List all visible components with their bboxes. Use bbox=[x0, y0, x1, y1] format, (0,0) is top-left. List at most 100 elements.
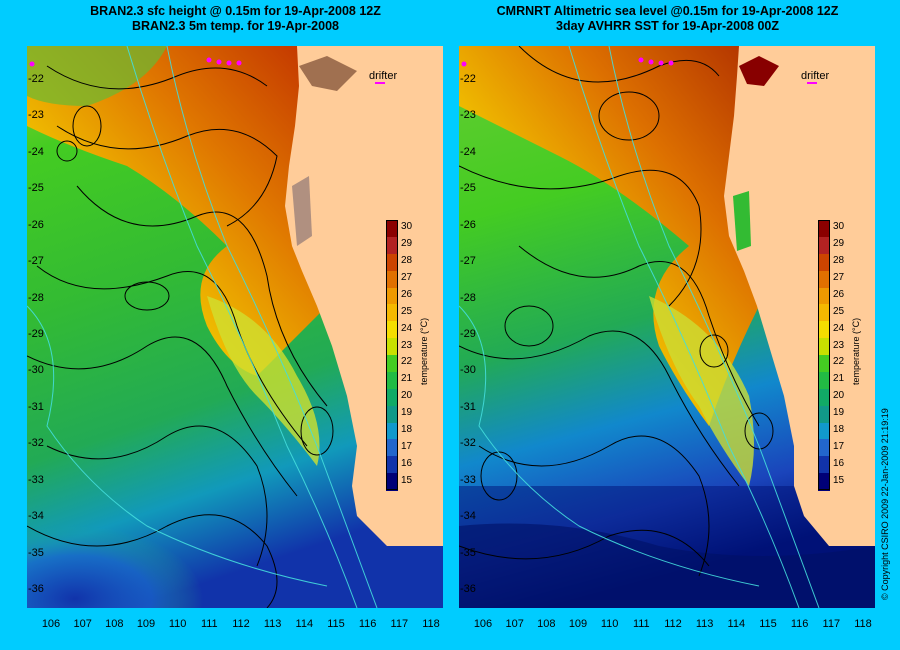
colorbar-tick-label: 29 bbox=[833, 238, 845, 250]
colorbar-swatch bbox=[818, 253, 830, 272]
warm-water-left bbox=[27, 46, 327, 376]
colorbar-swatch bbox=[386, 371, 398, 390]
lat-tick-label: -22 bbox=[460, 73, 476, 85]
lat-tick-label: -31 bbox=[28, 400, 44, 413]
lat-tick-label: -33 bbox=[28, 473, 44, 486]
lat-tick-label: -35 bbox=[460, 546, 476, 559]
colorbar-tick-label: 26 bbox=[401, 288, 413, 300]
lon-tick-label: 115 bbox=[759, 618, 777, 630]
colorbar-tick-label: 26 bbox=[833, 288, 845, 300]
colorbar-swatch bbox=[818, 439, 830, 457]
colorbar-tick-label: 30 bbox=[401, 221, 413, 233]
colorbar-title: temperature (°C) bbox=[419, 317, 429, 385]
colorbar-swatch bbox=[818, 473, 830, 491]
colorbar-tick-label: 18 bbox=[833, 423, 845, 435]
map-svg-right: drifter bbox=[459, 46, 875, 608]
lat-tick-label: -23 bbox=[28, 109, 44, 122]
colorbar-swatch bbox=[818, 304, 830, 322]
copyright-text: © Copyright CSIRO 2009 22-Jan-2009 21:19… bbox=[880, 408, 890, 600]
lat-tick-label: -32 bbox=[460, 437, 476, 450]
colorbar-tick-label: 24 bbox=[833, 322, 845, 334]
lat-tick-label: -31 bbox=[460, 400, 476, 413]
lon-tick-label: 107 bbox=[73, 618, 92, 630]
colorbar-swatch bbox=[818, 405, 830, 423]
title-left-line1: BRAN2.3 sfc height @ 0.15m for 19-Apr-20… bbox=[90, 4, 381, 18]
colorbar-tick-label: 24 bbox=[401, 322, 413, 334]
colorbar-swatch bbox=[386, 236, 398, 255]
panel-title-left: BRAN2.3 sfc height @ 0.15m for 19-Apr-20… bbox=[28, 4, 443, 34]
lon-tick-label: 112 bbox=[232, 618, 250, 630]
colorbar-tick-label: 21 bbox=[833, 373, 845, 385]
colorbar-swatch bbox=[818, 422, 830, 440]
colorbar-swatch bbox=[386, 456, 398, 474]
colorbar-tick-label: 16 bbox=[401, 457, 413, 469]
title-right-line2: 3day AVHRR SST for 19-Apr-2008 00Z bbox=[556, 19, 779, 33]
lon-tick-label: 112 bbox=[664, 618, 682, 630]
title-right-line1: CMRNRT Altimetric sea level @0.15m for 1… bbox=[496, 4, 839, 18]
colorbar-tick-label: 27 bbox=[401, 272, 413, 284]
lat-tick-label: -22 bbox=[28, 73, 44, 85]
colorbar-tick-label: 27 bbox=[833, 272, 845, 284]
lon-tick-label: 106 bbox=[41, 618, 61, 630]
colorbar-tick-label: 17 bbox=[833, 440, 845, 452]
drifter-track-left bbox=[29, 57, 242, 67]
colorbar-title: temperature (°C) bbox=[851, 317, 861, 385]
colorbar-tick-label: 28 bbox=[401, 255, 413, 267]
colorbar-tick-label: 19 bbox=[401, 407, 413, 419]
lat-tick-label: -26 bbox=[460, 218, 476, 231]
lon-tick-label: 114 bbox=[727, 618, 746, 630]
lon-tick-label: 108 bbox=[537, 618, 556, 630]
lon-tick-label: 111 bbox=[200, 618, 218, 630]
lat-tick-label: -35 bbox=[28, 546, 44, 559]
lon-tick-label: 118 bbox=[854, 618, 872, 630]
lon-tick-label: 116 bbox=[790, 618, 809, 630]
colorbar-swatch bbox=[386, 473, 398, 491]
colorbar-tick-label: 15 bbox=[401, 474, 413, 486]
lat-tick-label: -24 bbox=[28, 145, 44, 158]
colorbar-swatch bbox=[386, 355, 398, 373]
lon-tick-label: 113 bbox=[695, 618, 714, 630]
lon-tick-label: 117 bbox=[822, 618, 841, 630]
colorbar-swatch bbox=[386, 270, 398, 288]
sea-level-contours-left bbox=[27, 65, 334, 608]
colorbar-tick-label: 25 bbox=[833, 305, 845, 317]
colorbar-tick-label: 22 bbox=[833, 356, 845, 368]
colorbar-swatch bbox=[818, 355, 830, 373]
colorbar-tick-label: 25 bbox=[401, 305, 413, 317]
lon-tick-label: 115 bbox=[327, 618, 345, 630]
colorbar-swatch bbox=[386, 405, 398, 423]
colorbar-swatch bbox=[818, 236, 830, 255]
colorbar-tick-label: 30 bbox=[833, 221, 845, 233]
lat-tick-label: -28 bbox=[460, 291, 476, 304]
lon-tick-label: 106 bbox=[473, 618, 493, 630]
lat-tick-label: -34 bbox=[28, 510, 44, 523]
colorbar-tick-label: 28 bbox=[833, 255, 845, 267]
colorbar-tick-label: 15 bbox=[833, 474, 845, 486]
lon-tick-label: 110 bbox=[168, 618, 187, 630]
lon-tick-label: 116 bbox=[358, 618, 377, 630]
colorbar-swatch bbox=[386, 304, 398, 322]
colorbar-swatch bbox=[818, 321, 830, 339]
colorbar-swatch bbox=[386, 388, 398, 407]
colorbar-swatch bbox=[386, 321, 398, 339]
bathymetry-contours-left bbox=[27, 46, 378, 608]
colorbar-swatch bbox=[386, 338, 398, 356]
drifter-label-left: drifter bbox=[369, 70, 397, 82]
land-right bbox=[724, 46, 875, 546]
map-panel-right: drifter bbox=[459, 46, 875, 608]
colorbar-tick-label: 22 bbox=[401, 356, 413, 368]
map-panel-left: drifter bbox=[27, 46, 443, 608]
colorbar-tick-label: 18 bbox=[401, 423, 413, 435]
colorbar-tick-label: 21 bbox=[401, 373, 413, 385]
panel-title-right: CMRNRT Altimetric sea level @0.15m for 1… bbox=[460, 4, 875, 34]
colorbar-swatch bbox=[818, 270, 830, 288]
lon-tick-label: 109 bbox=[568, 618, 588, 630]
map-svg-left: drifter bbox=[27, 46, 443, 608]
lat-tick-label: -30 bbox=[460, 364, 476, 377]
colorbar-swatch bbox=[818, 287, 830, 305]
cool-water-right bbox=[459, 523, 875, 608]
lon-tick-label: 108 bbox=[105, 618, 124, 630]
lat-tick-label: -34 bbox=[460, 510, 476, 523]
lat-tick-label: -26 bbox=[28, 218, 44, 231]
colorbar-tick-label: 17 bbox=[401, 440, 413, 452]
